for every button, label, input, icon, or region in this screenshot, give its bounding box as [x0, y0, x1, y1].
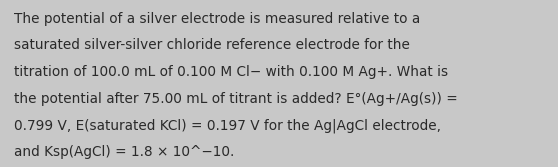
Text: The potential of a silver electrode is measured relative to a: The potential of a silver electrode is m…: [14, 12, 420, 26]
Text: and Ksp(AgCl) = 1.8 × 10^−10.: and Ksp(AgCl) = 1.8 × 10^−10.: [14, 145, 234, 159]
Text: the potential after 75.00 mL of titrant is added? E°(Ag+/Ag(s)) =: the potential after 75.00 mL of titrant …: [14, 92, 458, 106]
Text: titration of 100.0 mL of 0.100 M Cl− with 0.100 M Ag+. What is: titration of 100.0 mL of 0.100 M Cl− wit…: [14, 65, 448, 79]
Text: saturated silver-silver chloride reference electrode for the: saturated silver-silver chloride referen…: [14, 38, 410, 52]
Text: 0.799 V, E(saturated KCl) = 0.197 V for the Ag|AgCl electrode,: 0.799 V, E(saturated KCl) = 0.197 V for …: [14, 119, 441, 133]
